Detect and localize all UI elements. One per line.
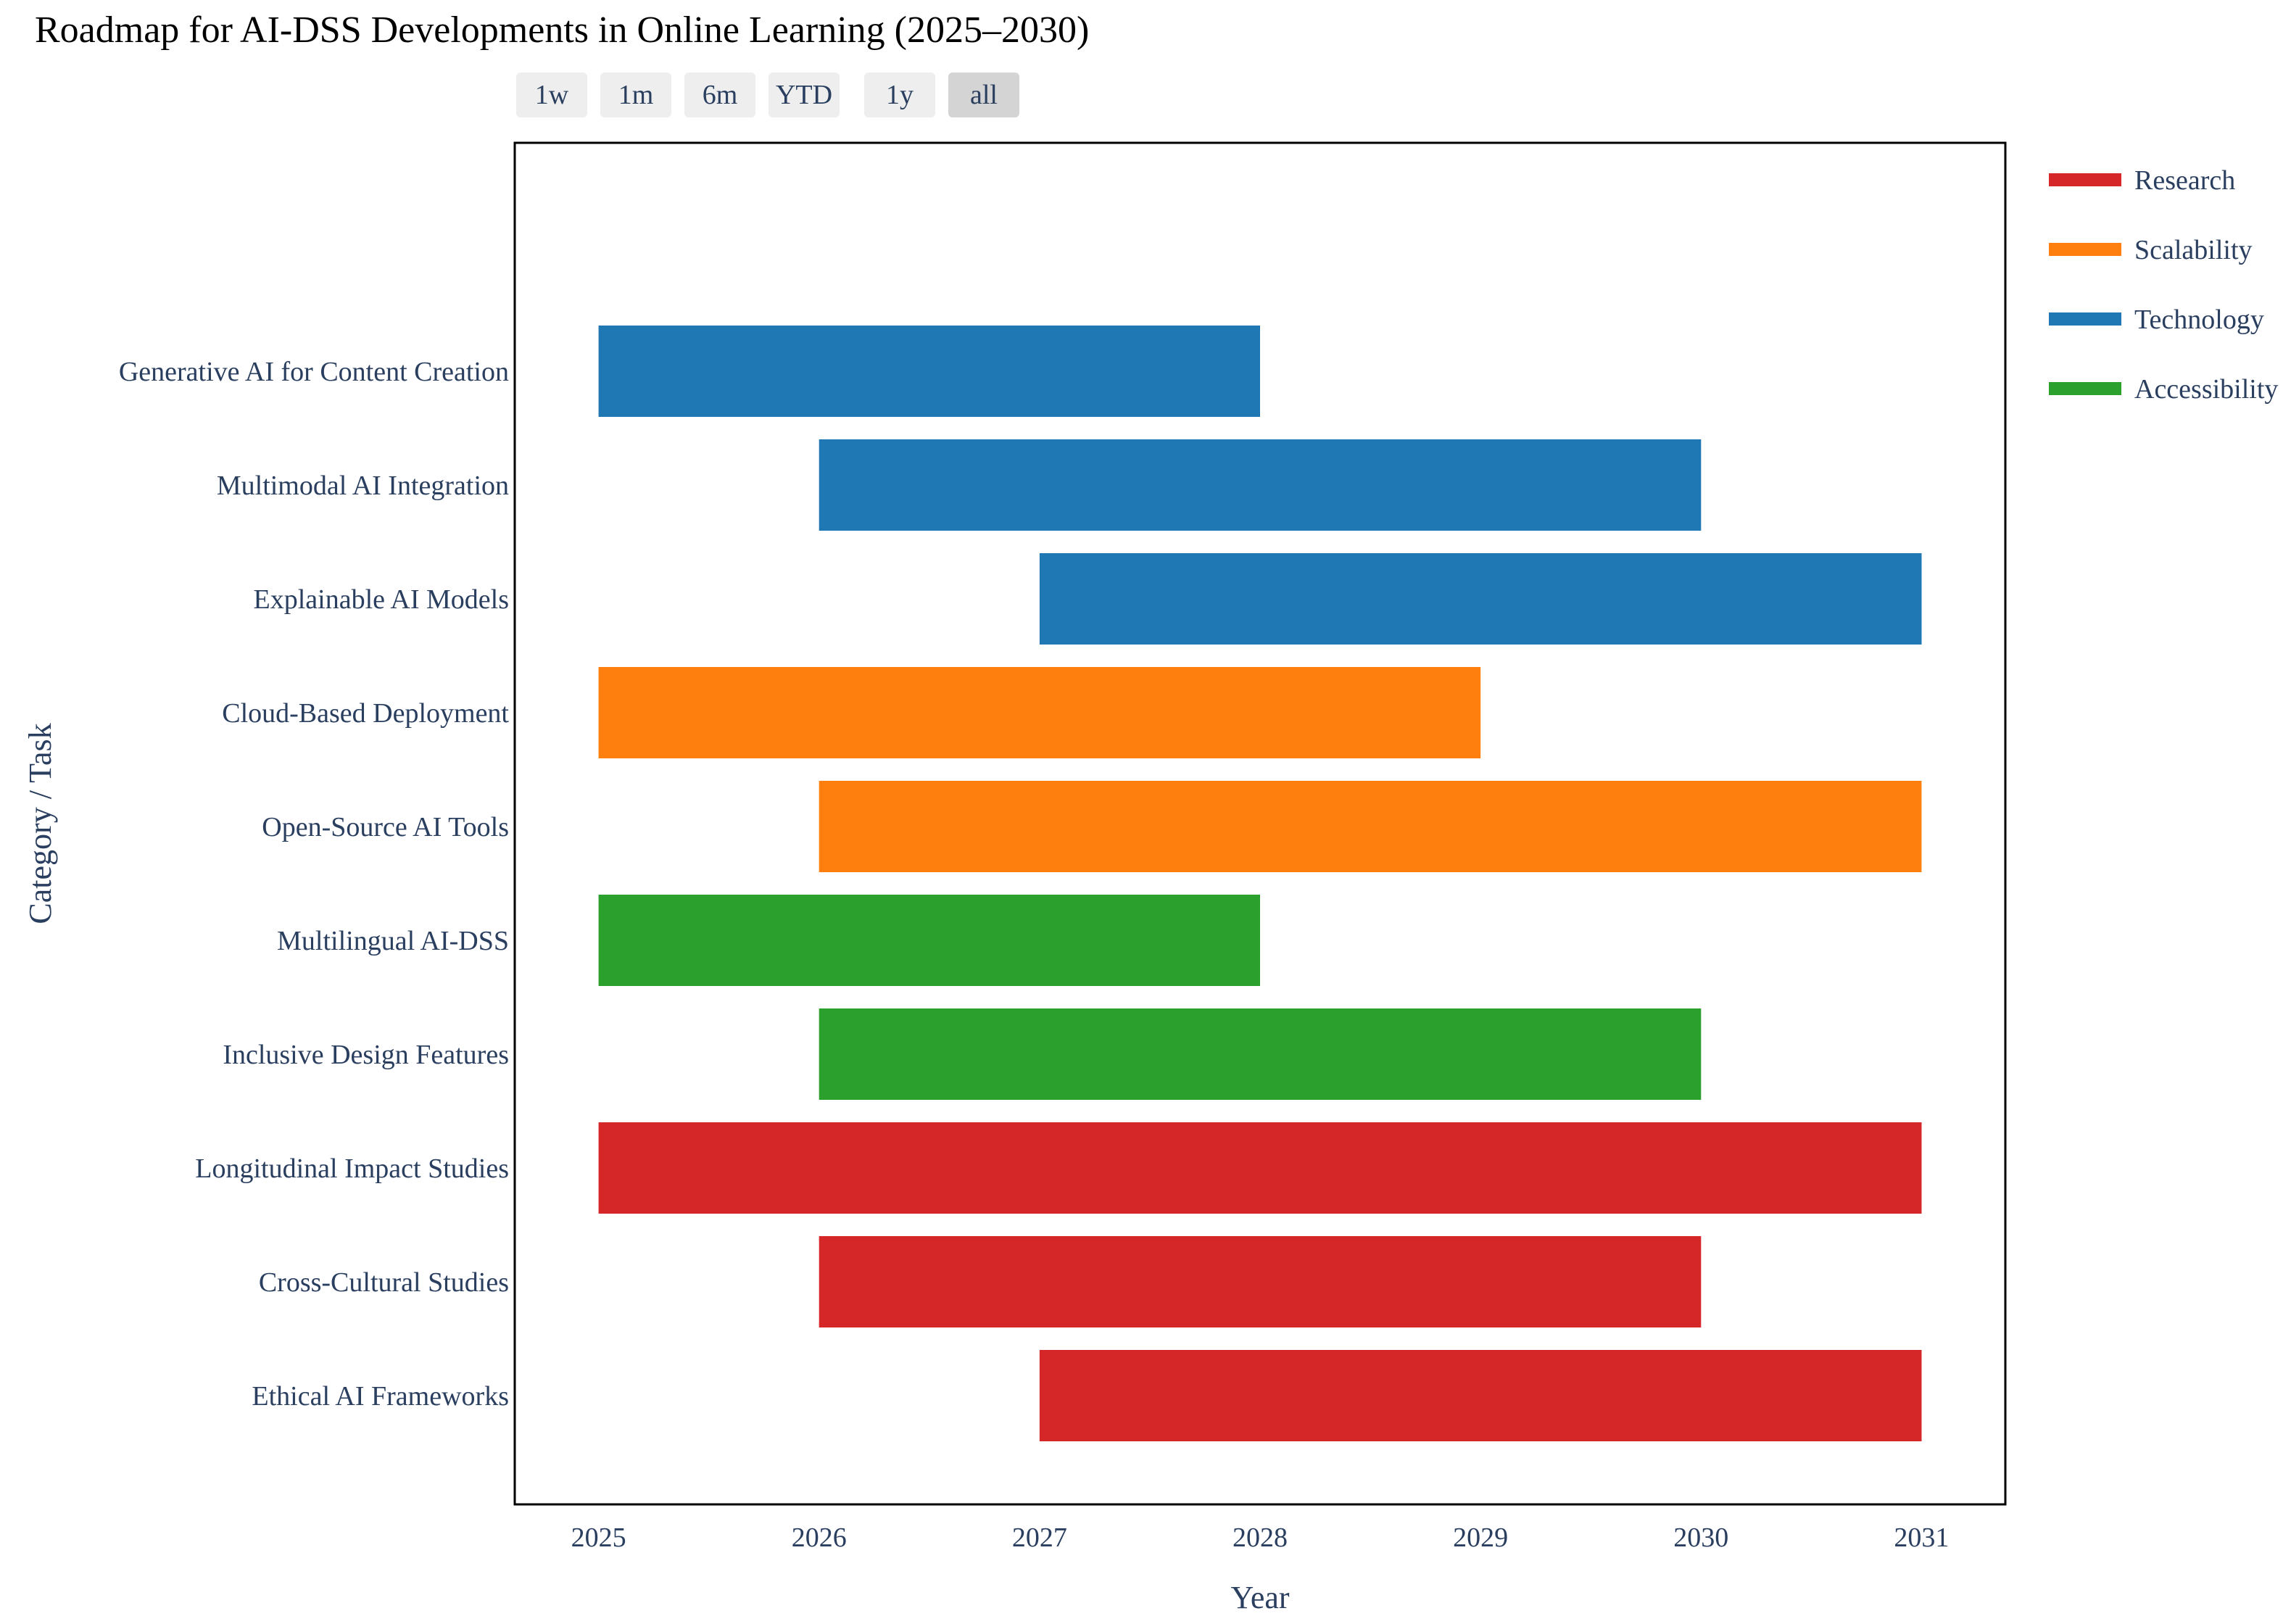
bar-multilingual-ai-dss[interactable] xyxy=(598,895,1260,986)
legend-label-technology[interactable]: Technology xyxy=(2134,304,2264,335)
bar-ethical-ai-frameworks[interactable] xyxy=(1039,1350,1922,1441)
x-tick-label: 2029 xyxy=(1453,1522,1508,1553)
range-button-1y[interactable]: 1y xyxy=(864,72,935,117)
y-tick-label: Generative AI for Content Creation xyxy=(119,357,509,387)
legend-swatch-technology[interactable] xyxy=(2049,312,2121,326)
x-tick-label: 2027 xyxy=(1012,1522,1067,1553)
y-tick-label: Open-Source AI Tools xyxy=(262,812,509,842)
y-axis-title: Category / Task xyxy=(22,723,58,924)
x-tick-labels: 2025 2026 2027 2028 2029 2030 2031 xyxy=(571,1522,1950,1553)
bar-inclusive-design-features[interactable] xyxy=(819,1008,1702,1100)
legend: Research Scalability Technology Accessibili… xyxy=(2049,165,2278,405)
bars-layer xyxy=(598,326,1922,1441)
y-tick-label: Inclusive Design Features xyxy=(223,1040,509,1070)
range-button-all[interactable]: all xyxy=(948,72,1019,117)
chart-title: Roadmap for AI-DSS Developments in Onlin… xyxy=(35,9,1090,51)
x-tick-label: 2030 xyxy=(1673,1522,1728,1553)
legend-label-scalability[interactable]: Scalability xyxy=(2134,235,2253,265)
x-tick-label: 2026 xyxy=(792,1522,847,1553)
plot-frame xyxy=(513,141,2007,1506)
y-tick-label: Longitudinal Impact Studies xyxy=(195,1153,509,1184)
y-tick-label: Multilingual AI-DSS xyxy=(277,926,509,956)
legend-label-accessibility[interactable]: Accessibility xyxy=(2134,374,2278,405)
range-button-1w[interactable]: 1w xyxy=(516,72,587,117)
bar-cross-cultural-studies[interactable] xyxy=(819,1236,1702,1327)
bar-open-source-ai-tools[interactable] xyxy=(819,781,1922,872)
y-tick-label: Cross-Cultural Studies xyxy=(259,1267,509,1298)
x-axis-title: Year xyxy=(1230,1580,1289,1615)
bar-longitudinal-impact-studies[interactable] xyxy=(598,1122,1922,1214)
x-tick-label: 2025 xyxy=(571,1522,626,1553)
y-tick-label: Explainable AI Models xyxy=(254,584,509,615)
range-button-6m[interactable]: 6m xyxy=(684,72,755,117)
bar-cloud-based-deployment[interactable] xyxy=(598,667,1481,758)
bar-multimodal-ai-integration[interactable] xyxy=(819,439,1702,531)
range-button-ytd[interactable]: YTD xyxy=(768,72,840,117)
bar-generative-ai-for-content-creation[interactable] xyxy=(598,326,1260,417)
x-tick-label: 2028 xyxy=(1232,1522,1288,1553)
legend-swatch-accessibility[interactable] xyxy=(2049,382,2121,395)
legend-label-research[interactable]: Research xyxy=(2134,165,2235,196)
legend-swatch-scalability[interactable] xyxy=(2049,243,2121,256)
legend-swatch-research[interactable] xyxy=(2049,173,2121,186)
x-tick-label: 2031 xyxy=(1894,1522,1949,1553)
y-tick-label: Multimodal AI Integration xyxy=(217,471,509,501)
y-tick-label: Ethical AI Frameworks xyxy=(252,1381,509,1412)
y-tick-labels: Generative AI for Content Creation Multim… xyxy=(119,357,510,1412)
range-button-1m[interactable]: 1m xyxy=(600,72,671,117)
bar-explainable-ai-models[interactable] xyxy=(1039,553,1922,645)
y-tick-label: Cloud-Based Deployment xyxy=(222,698,509,729)
